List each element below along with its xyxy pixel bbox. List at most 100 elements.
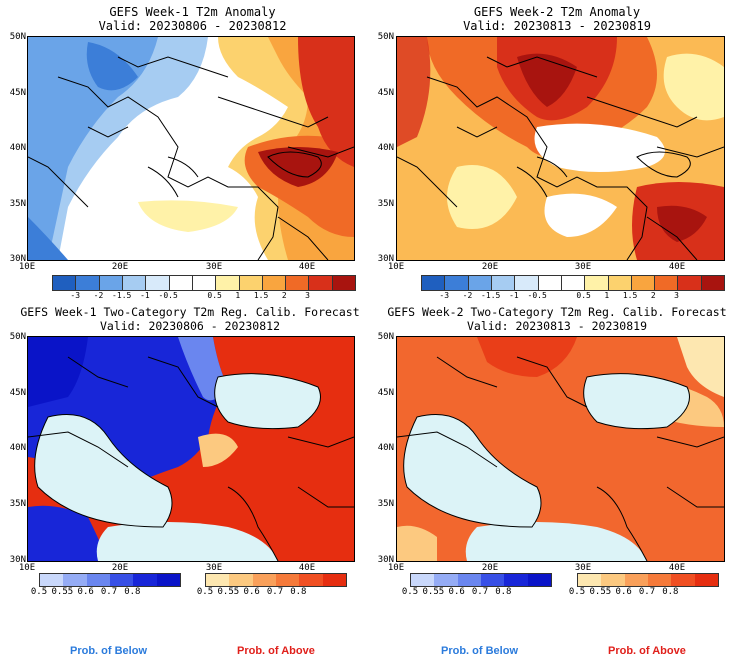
colorbar-swatch: [262, 276, 287, 290]
colorbar-tick-label: -1: [509, 291, 519, 300]
colorbar-swatch: [631, 276, 656, 290]
lat-label: 45N: [377, 388, 394, 398]
colorbar-tick-label: 0.5: [568, 587, 586, 597]
prob-below-label: Prob. of Below: [441, 645, 518, 657]
week2-probability-map: [396, 336, 725, 562]
lon-label: 10E: [18, 262, 36, 272]
colorbar-swatch: [252, 574, 276, 586]
colorbar-swatch: [468, 276, 492, 290]
lon-label: 10E: [18, 563, 36, 573]
colorbar-swatch: [647, 574, 672, 586]
colorbar-swatch: [40, 574, 64, 586]
colorbar-tick-label: 0.8: [662, 587, 679, 597]
panel-title: GEFS Week-2 T2m Anomaly Valid: 20230813 …: [388, 5, 726, 33]
colorbar-swatch: [480, 574, 505, 586]
colorbar-swatch: [694, 574, 718, 586]
prob-below-label: Prob. of Below: [70, 645, 147, 657]
colorbar-swatch: [239, 276, 263, 290]
colorbar-swatch: [332, 276, 356, 290]
colorbar-tick-label: 0.8: [495, 587, 512, 597]
colorbar-tick-label: 0.7: [638, 587, 656, 597]
lat-label: 45N: [377, 88, 394, 98]
colorbar-tick-label: 1.5: [253, 291, 269, 300]
lon-label: 30E: [574, 262, 592, 272]
colorbar-tick-label: 0.55: [51, 587, 74, 597]
colorbar-tick-label: 0.5: [207, 291, 222, 300]
lat-label: 35N: [9, 199, 26, 209]
colorbar-swatch: [411, 574, 435, 586]
lat-label: 35N: [377, 499, 394, 509]
colorbar-tick-label: 0.8: [124, 587, 141, 597]
lat-label: 40N: [9, 143, 26, 153]
lon-label: 10E: [387, 262, 405, 272]
colorbar-tick-label: 0.6: [77, 587, 94, 597]
colorbar-tick-label: -2: [462, 291, 473, 300]
panel-title-line1: GEFS Week-2 T2m Anomaly: [473, 5, 641, 19]
anomaly-colorbar: [52, 275, 356, 291]
lat-label: 50N: [9, 32, 26, 42]
colorbar-swatch: [538, 276, 562, 290]
colorbar-swatch: [585, 276, 609, 290]
colorbar-tick-label: 0.5: [196, 587, 214, 597]
colorbar-tick-label: 0.5: [30, 587, 48, 597]
colorbar-swatch: [229, 574, 253, 586]
colorbar-swatch: [275, 574, 300, 586]
lat-label: 30N: [9, 555, 26, 565]
colorbar-tick-label: 1.5: [622, 291, 638, 300]
lon-label: 20E: [111, 563, 129, 573]
colorbar-tick-label: 1: [604, 291, 610, 300]
colorbar-swatch: [146, 276, 170, 290]
colorbar-tick-label: 0.55: [422, 587, 445, 597]
lat-label: 50N: [377, 32, 394, 42]
lon-label: 30E: [205, 563, 223, 573]
colorbar-swatch: [86, 574, 110, 586]
lon-label: 20E: [481, 563, 499, 573]
colorbar-tick-label: 1: [235, 291, 241, 300]
colorbar-swatch: [422, 276, 446, 290]
colorbar-swatch: [601, 574, 625, 586]
lat-label: 30N: [9, 254, 26, 264]
colorbar-swatch: [561, 276, 586, 290]
lat-label: 45N: [9, 88, 26, 98]
colorbar-swatch: [624, 574, 648, 586]
lon-label: 30E: [574, 563, 592, 573]
colorbar-tick-label: 0.7: [100, 587, 118, 597]
colorbar-swatch: [322, 574, 346, 586]
colorbar-swatch: [133, 574, 157, 586]
colorbar-swatch: [309, 276, 333, 290]
panel-title-line1: GEFS Week-2 Two-Category T2m Reg. Calib.…: [387, 305, 727, 319]
colorbar-tick-label: 0.6: [243, 587, 260, 597]
colorbar-tick-label: 0.6: [448, 587, 465, 597]
panel-title: GEFS Week-2 Two-Category T2m Reg. Calib.…: [380, 305, 734, 333]
lon-label: 40E: [298, 262, 316, 272]
colorbar-tick-label: -1.5: [481, 291, 501, 300]
colorbar-swatch: [515, 276, 539, 290]
colorbar-swatch: [655, 276, 679, 290]
prob-above-label: Prob. of Above: [608, 645, 686, 657]
colorbar-swatch: [109, 574, 134, 586]
colorbar-swatch: [122, 276, 147, 290]
colorbar-swatch: [434, 574, 458, 586]
lat-label: 50N: [377, 332, 394, 342]
colorbar-swatch: [445, 276, 469, 290]
colorbar-tick-label: 2: [650, 291, 656, 300]
below-probability-colorbar: [410, 573, 552, 587]
lat-label: 35N: [377, 199, 394, 209]
colorbar-swatch: [578, 574, 602, 586]
colorbar-swatch: [286, 276, 310, 290]
colorbar-tick-label: 3: [305, 291, 310, 300]
colorbar-swatch: [216, 276, 240, 290]
colorbar-swatch: [457, 574, 481, 586]
colorbar-tick-label: 0.7: [471, 587, 489, 597]
colorbar-swatch: [76, 276, 100, 290]
colorbar-tick-label: 2: [281, 291, 287, 300]
lat-label: 40N: [377, 143, 394, 153]
panel-title-line2: Valid: 20230813 - 20230819: [463, 19, 651, 33]
lon-label: 40E: [668, 262, 686, 272]
colorbar-swatch: [53, 276, 77, 290]
lat-label: 40N: [377, 443, 394, 453]
lat-label: 30N: [377, 254, 394, 264]
panel-title: GEFS Week-1 T2m Anomaly Valid: 20230806 …: [30, 5, 355, 33]
colorbar-swatch: [156, 574, 180, 586]
colorbar-swatch: [192, 276, 217, 290]
